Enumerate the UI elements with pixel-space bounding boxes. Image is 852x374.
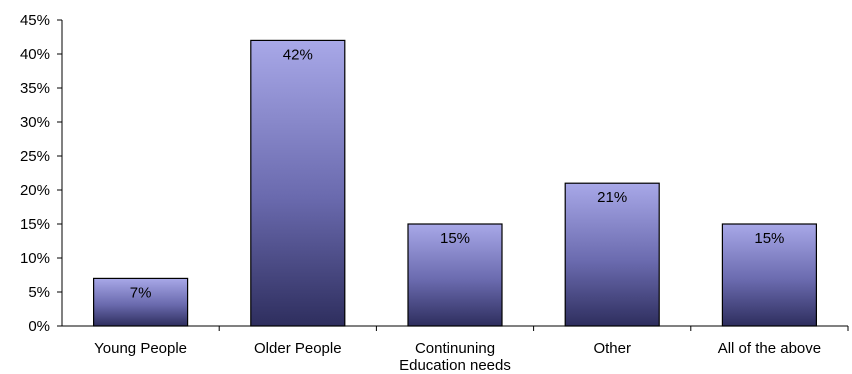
data-label: 15% — [440, 230, 470, 247]
x-category-label: Continuning Education needs — [399, 340, 511, 374]
y-tick-label: 25% — [20, 148, 50, 165]
y-tick-label: 20% — [20, 182, 50, 199]
data-label: 42% — [283, 46, 313, 63]
data-label: 7% — [130, 284, 152, 301]
bars-group: 7% 42% 15% 21% 15% — [92, 39, 818, 327]
y-tick-label: 40% — [20, 46, 50, 63]
y-tick-label: 35% — [20, 80, 50, 97]
data-label: 15% — [754, 230, 784, 247]
y-tick-label: 15% — [20, 216, 50, 233]
bar — [407, 223, 503, 327]
y-tick-label: 30% — [20, 114, 50, 131]
data-label: 21% — [597, 189, 627, 206]
bar — [250, 39, 346, 327]
y-tick-label: 10% — [20, 250, 50, 267]
x-category-label: All of the above — [718, 340, 821, 357]
y-tick-label: 45% — [20, 12, 50, 29]
y-axis: 0% 5% 10% 15% 20% 25% 30% 35% 40% 45% — [20, 12, 63, 335]
bar — [564, 182, 660, 327]
x-axis: Young People Older People Continuning Educa… — [62, 325, 849, 374]
x-category-label: Other — [593, 340, 631, 357]
bar — [721, 223, 818, 327]
bar — [92, 277, 189, 327]
x-category-label: Older People — [254, 340, 342, 357]
y-tick-label: 0% — [28, 318, 50, 335]
x-category-label: Young People — [94, 340, 187, 357]
y-tick-label: 5% — [28, 284, 50, 301]
